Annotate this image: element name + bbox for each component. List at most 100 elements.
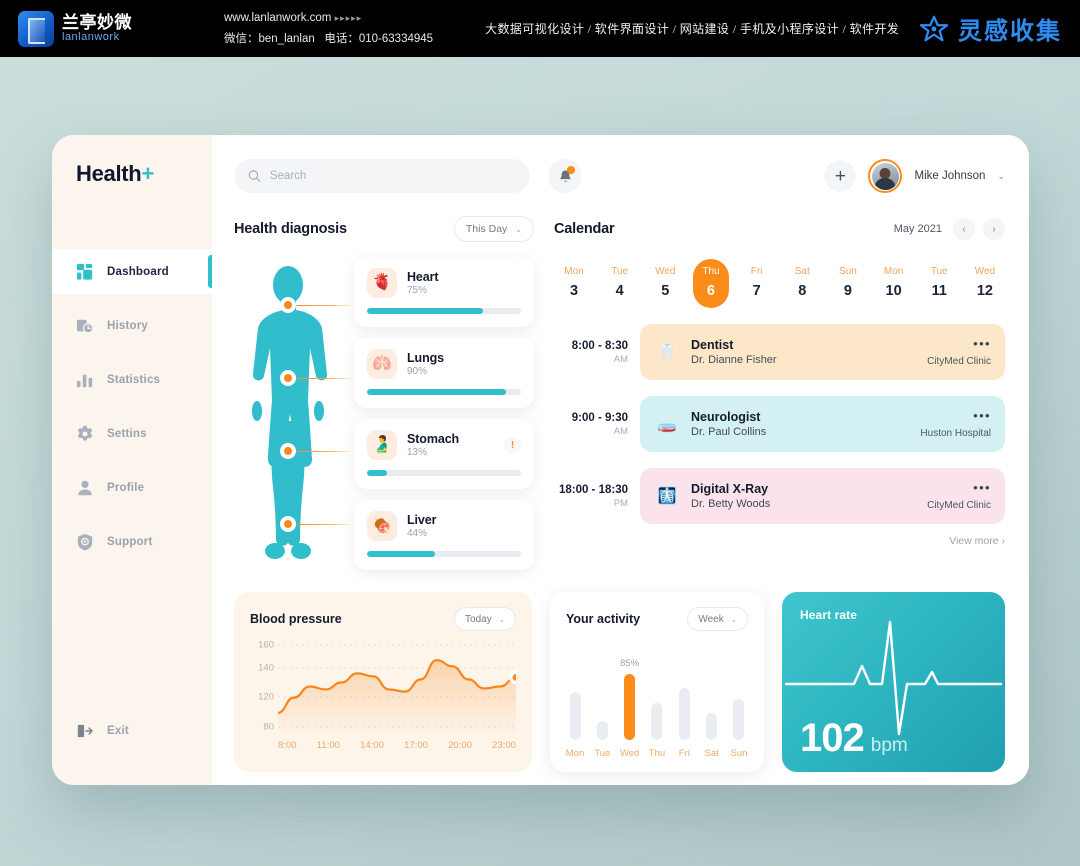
user-icon bbox=[78, 480, 92, 495]
calendar-day[interactable]: Wed 12 bbox=[967, 259, 1003, 308]
heart-organ-icon: 🫀 bbox=[367, 268, 397, 298]
organ-name: Lungs bbox=[407, 351, 444, 365]
calendar-day[interactable]: Wed 5 bbox=[647, 259, 683, 308]
sidebar-item-history[interactable]: History bbox=[52, 303, 212, 348]
appointment-card[interactable]: 🩻 Digital X-Ray Dr. Betty Woods ••• CityMed … bbox=[640, 468, 1005, 524]
diagnosis-period-select[interactable]: This Day ⌄ bbox=[453, 216, 534, 242]
chevron-right-icon: › bbox=[1001, 535, 1006, 547]
sidebar-item-settings[interactable]: Settins bbox=[52, 411, 212, 456]
health-diagnosis-section: Health diagnosis This Day ⌄ bbox=[234, 215, 534, 570]
calendar-day-number: 8 bbox=[798, 283, 807, 299]
activity-bar bbox=[733, 698, 745, 740]
promo-logo: 兰亭妙微 lanlanwork bbox=[18, 10, 218, 47]
organ-progress-fill bbox=[367, 389, 506, 395]
appointment-row: 18:00 - 18:30 PM 🩻 Digital X-Ray Dr. Betty W… bbox=[554, 468, 1005, 524]
avatar[interactable] bbox=[868, 159, 903, 193]
blood-pressure-x-tick: 20:00 bbox=[448, 740, 472, 751]
activity-bar bbox=[569, 691, 581, 740]
organ-progress-fill bbox=[367, 470, 388, 476]
chevron-down-icon: ⌄ bbox=[498, 614, 505, 624]
calendar-day-dow: Tue bbox=[611, 266, 629, 277]
body-hotspot-lungs[interactable] bbox=[284, 374, 292, 382]
notification-badge bbox=[567, 166, 575, 174]
appointment-menu-button[interactable]: ••• bbox=[973, 408, 991, 423]
appointment-menu-button[interactable]: ••• bbox=[973, 480, 991, 495]
grid-icon bbox=[76, 263, 93, 280]
activity-bar-column[interactable]: Mon bbox=[566, 676, 584, 759]
heart-rate-card: Heart rate 102 bpm bbox=[782, 592, 1005, 772]
activity-bar-column[interactable]: Thu bbox=[648, 687, 666, 759]
body-hotspot-heart[interactable] bbox=[284, 301, 292, 309]
promo-banner: 兰亭妙微 lanlanwork www.lanlanwork.com ▸▸▸▸▸… bbox=[0, 0, 1080, 57]
app-logo-plus: + bbox=[141, 161, 154, 186]
notifications-button[interactable] bbox=[548, 159, 582, 193]
organ-card[interactable]: 🫀 Heart 75% bbox=[354, 257, 534, 327]
activity-bar-chart: Mon Tue 85% Wed Thu Fri Sat Sun bbox=[566, 647, 748, 759]
calendar-day-dow: Tue bbox=[930, 266, 948, 277]
activity-bar-column[interactable]: 85% Wed bbox=[620, 657, 640, 759]
activity-bar bbox=[596, 720, 608, 740]
activity-bar-column[interactable]: Sat bbox=[703, 697, 721, 759]
activity-bar-value: 85% bbox=[620, 657, 640, 669]
sidebar-item-statistics[interactable]: Statistics bbox=[52, 357, 212, 402]
blood-pressure-title: Blood pressure bbox=[250, 612, 342, 626]
appointment-card[interactable]: 🦷 Dentist Dr. Dianne Fisher ••• CityMed Clin… bbox=[640, 324, 1005, 380]
body-hotspot-liver[interactable] bbox=[284, 520, 292, 528]
promo-wechat: 微信：ben_lanlan bbox=[224, 32, 315, 45]
activity-period-select[interactable]: Week ⌄ bbox=[687, 607, 748, 631]
calendar-day[interactable]: Tue 11 bbox=[921, 259, 957, 308]
calendar-day-dow: Sun bbox=[839, 266, 857, 277]
calendar-day[interactable]: Sat 8 bbox=[784, 259, 820, 308]
calendar-prev-button[interactable]: ‹ bbox=[953, 218, 975, 240]
calendar-day-number: 3 bbox=[569, 283, 579, 299]
organ-card[interactable]: 🍖 Liver 44% bbox=[354, 500, 534, 570]
calendar-next-button[interactable]: › bbox=[983, 218, 1005, 240]
activity-bar-column[interactable]: Fri bbox=[675, 672, 693, 759]
liver-organ-icon: 🍖 bbox=[367, 511, 397, 541]
organ-name: Stomach bbox=[407, 432, 460, 446]
blood-pressure-period-select[interactable]: Today ⌄ bbox=[454, 607, 516, 631]
sidebar-item-dashboard[interactable]: Dashboard bbox=[52, 249, 212, 294]
activity-bar-column[interactable]: Tue bbox=[593, 705, 611, 759]
bottom-cards-row: Blood pressure Today ⌄ 160 140 120 80 8:00 1… bbox=[234, 592, 1005, 772]
sidebar-item-support[interactable]: Support bbox=[52, 519, 212, 564]
calendar-day-number: 10 bbox=[885, 283, 902, 299]
organ-progress-track bbox=[367, 389, 521, 395]
search-box[interactable] bbox=[234, 159, 530, 193]
activity-period-value: Week bbox=[698, 613, 724, 625]
calendar-day-dow: Wed bbox=[974, 266, 996, 277]
organ-card[interactable]: 🫁 Lungs 90% bbox=[354, 338, 534, 408]
appointment-menu-button[interactable]: ••• bbox=[973, 336, 991, 351]
calendar-day[interactable]: Sun 9 bbox=[830, 259, 866, 308]
sidebar-item-profile[interactable]: Profile bbox=[52, 465, 212, 510]
calendar-day[interactable]: Fri 7 bbox=[739, 259, 775, 308]
calendar-day[interactable]: Tue 4 bbox=[602, 259, 638, 308]
page-canvas: Health+ Dashboard bbox=[0, 57, 1080, 866]
appointment-row: 9:00 - 9:30 AM 🧫 Neurologist Dr. Paul Collin… bbox=[554, 396, 1005, 452]
sidebar-item-label: Profile bbox=[107, 481, 145, 494]
organ-progress-track bbox=[367, 308, 521, 314]
activity-bar-label: Sun bbox=[730, 748, 748, 759]
star-icon bbox=[919, 15, 949, 41]
appointment-ampm: AM bbox=[613, 353, 628, 365]
view-more-link[interactable]: View more › bbox=[554, 535, 1005, 547]
activity-card: Your activity Week ⌄ Mon Tue 85% Wed Thu Fri S… bbox=[550, 592, 764, 772]
sidebar-item-exit[interactable]: Exit bbox=[52, 708, 212, 753]
activity-bar-column[interactable]: Sun bbox=[730, 683, 748, 759]
blood-pressure-x-tick: 14:00 bbox=[360, 740, 384, 751]
add-button[interactable]: + bbox=[824, 160, 857, 192]
calendar-day-selected[interactable]: Thu 6 bbox=[692, 259, 729, 308]
calendar-day[interactable]: Mon 3 bbox=[556, 259, 592, 308]
app-logo: Health+ bbox=[52, 161, 212, 187]
appointment-time-range: 9:00 - 9:30 bbox=[571, 411, 628, 424]
organ-progress-fill bbox=[367, 551, 435, 557]
organ-card[interactable]: 🫃 Stomach 13%! bbox=[354, 419, 534, 489]
organ-name: Liver bbox=[407, 513, 437, 527]
search-input[interactable] bbox=[269, 170, 516, 182]
appointment-card[interactable]: 🧫 Neurologist Dr. Paul Collins ••• Huston Ho… bbox=[640, 396, 1005, 452]
organ-percent: 75% bbox=[407, 285, 428, 296]
user-menu-chevron-down-icon[interactable]: ⌄ bbox=[997, 170, 1005, 181]
blood-pressure-x-axis: 8:00 11:00 14:00 17:00 20:00 23:00 bbox=[278, 740, 516, 751]
body-hotspot-stomach[interactable] bbox=[284, 447, 292, 455]
calendar-day[interactable]: Mon 10 bbox=[876, 259, 912, 308]
